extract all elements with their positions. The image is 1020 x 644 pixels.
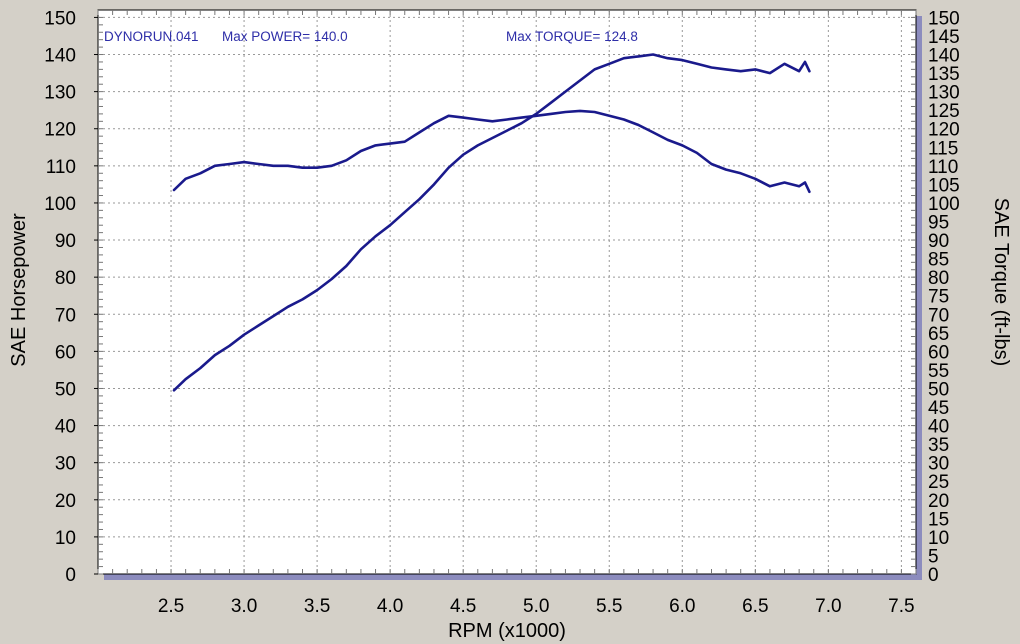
x-tick-label: 5.0: [523, 596, 549, 617]
y-tick-label: 60: [55, 342, 76, 363]
y2-tick-label: 60: [928, 342, 949, 363]
y2-tick-label: 0: [928, 565, 939, 586]
y2-tick-label: 95: [928, 213, 949, 234]
y2-tick-label: 140: [928, 46, 960, 67]
power-curve: [172, 53, 811, 392]
plot-area: [97, 9, 917, 575]
run-label: DYNORUN.041: [104, 29, 199, 44]
right-axis-title: SAE Torque (ft-lbs): [990, 198, 1012, 367]
y2-tick-label: 10: [928, 528, 949, 549]
x-tick-label: 6.0: [669, 596, 695, 617]
y-tick-label: 50: [55, 379, 76, 400]
y-tick-label: 80: [55, 268, 76, 289]
y2-tick-label: 65: [928, 324, 949, 345]
y-tick-label: 0: [65, 565, 76, 586]
y2-tick-label: 55: [928, 361, 949, 382]
y2-tick-label: 125: [928, 101, 960, 122]
left-axis-title: SAE Horsepower: [8, 213, 30, 367]
plot-shadow-bottom: [104, 573, 922, 580]
x-tick-label: 3.0: [231, 596, 257, 617]
y2-tick-label: 135: [928, 64, 960, 85]
y2-tick-label: 70: [928, 305, 949, 326]
y2-tick-label: 45: [928, 398, 949, 419]
y-tick-label: 20: [55, 491, 76, 512]
y2-tick-label: 110: [928, 157, 958, 178]
grid-lines: [98, 10, 916, 574]
y-tick-label: 30: [55, 454, 76, 475]
y-tick-label: 130: [44, 83, 76, 104]
y2-tick-label: 105: [928, 175, 960, 196]
y2-tick-label: 35: [928, 435, 949, 456]
y-tick-label: 40: [55, 417, 76, 438]
y2-tick-label: 145: [928, 27, 960, 48]
y2-tick-label: 25: [928, 472, 949, 493]
plot-shadow-right: [915, 16, 922, 580]
torque-curve: [172, 109, 811, 194]
y-tick-label: 100: [44, 194, 76, 215]
minor-ticks: [97, 10, 917, 575]
y-tick-label: 90: [55, 231, 76, 252]
y2-tick-label: 100: [928, 194, 960, 215]
y2-tick-label: 15: [928, 509, 949, 530]
left-axis-ticks: 0 10 20 30 40 50 60 70 80 90 100 110 120 130 140 150: [44, 8, 98, 586]
x-axis-ticks: 2.5 3.0 3.5 4.0 4.5 5.0 5.5 6.0 6.5 7.0 7.5: [158, 596, 915, 617]
y2-tick-label: 150: [928, 8, 960, 29]
y2-tick-label: 130: [928, 83, 960, 104]
y2-tick-label: 50: [928, 379, 949, 400]
y-tick-label: 110: [46, 157, 76, 178]
y2-tick-label: 80: [928, 268, 949, 289]
y2-tick-label: 5: [928, 546, 939, 567]
right-axis-ticks: 0510152025303540455055606570758085909510…: [928, 8, 960, 586]
y-tick-label: 150: [44, 8, 76, 29]
max-torque-label: Max TORQUE= 124.8: [506, 29, 638, 44]
series-layer: [172, 53, 811, 392]
y2-tick-label: 120: [928, 120, 960, 141]
y-tick-label: 10: [55, 528, 76, 549]
x-tick-label: 4.5: [450, 596, 476, 617]
y2-tick-label: 75: [928, 287, 949, 308]
y2-tick-label: 20: [928, 491, 949, 512]
y-tick-label: 120: [44, 120, 76, 141]
x-tick-label: 7.5: [888, 596, 914, 617]
x-tick-label: 7.0: [815, 596, 841, 617]
x-tick-label: 4.0: [377, 596, 403, 617]
x-axis-title: RPM (x1000): [448, 620, 566, 642]
y2-tick-label: 30: [928, 454, 949, 475]
y2-tick-label: 85: [928, 250, 949, 271]
y2-tick-label: 90: [928, 231, 949, 252]
y-tick-label: 70: [55, 305, 76, 326]
y2-tick-label: 40: [928, 417, 949, 438]
max-power-label: Max POWER= 140.0: [222, 29, 348, 44]
y2-tick-label: 115: [928, 138, 958, 159]
y-tick-label: 140: [44, 46, 76, 67]
x-tick-label: 6.5: [742, 596, 768, 617]
x-tick-label: 3.5: [304, 596, 330, 617]
x-tick-label: 5.5: [596, 596, 622, 617]
x-tick-label: 2.5: [158, 596, 184, 617]
